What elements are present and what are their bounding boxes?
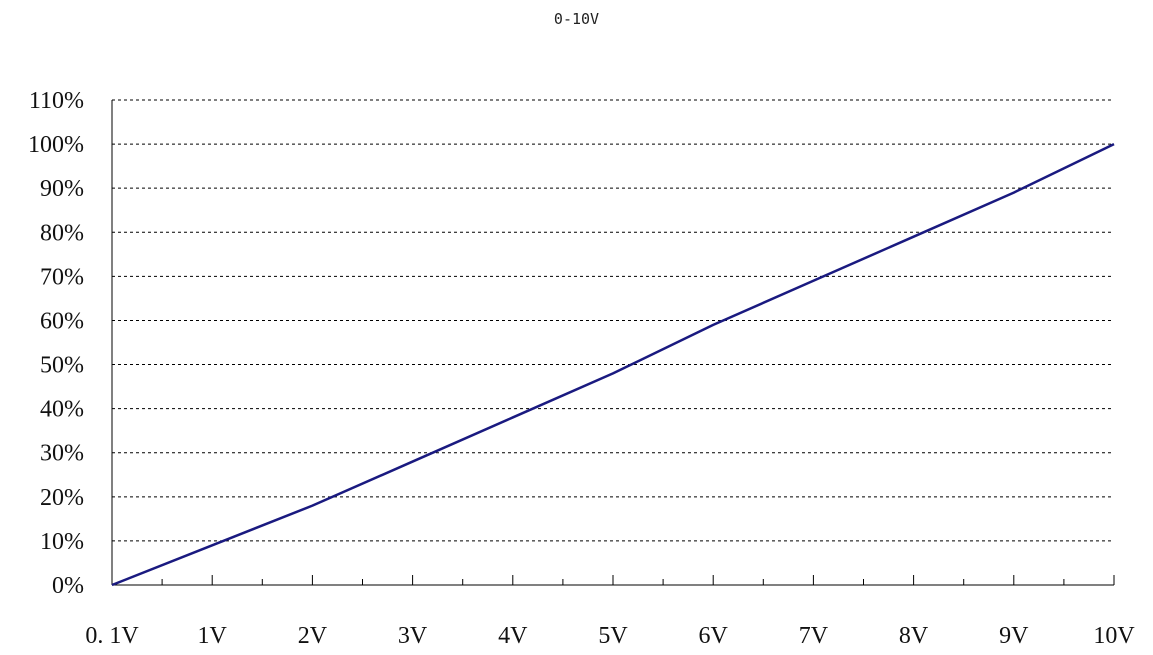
y-tick-label: 70% xyxy=(40,264,84,290)
y-tick-label: 80% xyxy=(40,220,84,246)
y-tick-label: 40% xyxy=(40,397,84,423)
series-group xyxy=(111,142,1115,587)
chart-title: 0-10V xyxy=(553,10,600,28)
y-tick-label: 60% xyxy=(40,308,84,334)
x-tick-label: 6V xyxy=(699,623,729,649)
y-tick-label: 50% xyxy=(40,353,84,379)
x-tick-label: 0. 1V xyxy=(85,623,139,649)
x-tick-label: 2V xyxy=(298,623,328,649)
series-line xyxy=(111,142,1115,587)
y-tick-label: 110% xyxy=(29,88,84,114)
x-tick-label: 7V xyxy=(799,623,829,649)
x-tick-label: 8V xyxy=(899,623,929,649)
y-tick-label: 90% xyxy=(40,176,84,202)
axes xyxy=(111,100,1114,586)
y-tick-label: 20% xyxy=(40,485,84,511)
x-axis-tick-labels: 0. 1V 1V 2V 3V 4V 5V 6V 7V 8V 9V 10V xyxy=(85,623,1135,649)
x-tick-label: 10V xyxy=(1093,623,1135,649)
y-tick-label: 30% xyxy=(40,441,84,467)
x-axis-ticks xyxy=(111,575,1115,585)
y-tick-label: 0% xyxy=(52,573,84,599)
x-tick-label: 5V xyxy=(598,623,628,649)
gridlines xyxy=(112,99,1114,542)
y-tick-label: 10% xyxy=(40,529,84,555)
y-tick-label: 100% xyxy=(28,132,84,158)
x-tick-label: 1V xyxy=(198,623,228,649)
x-tick-label: 9V xyxy=(999,623,1029,649)
y-axis-tick-labels: 0% 10% 20% 30% 40% 50% 60% 70% 80% 90% 100% 110% xyxy=(28,88,84,599)
x-tick-label: 3V xyxy=(398,623,428,649)
x-tick-label: 4V xyxy=(498,623,528,649)
